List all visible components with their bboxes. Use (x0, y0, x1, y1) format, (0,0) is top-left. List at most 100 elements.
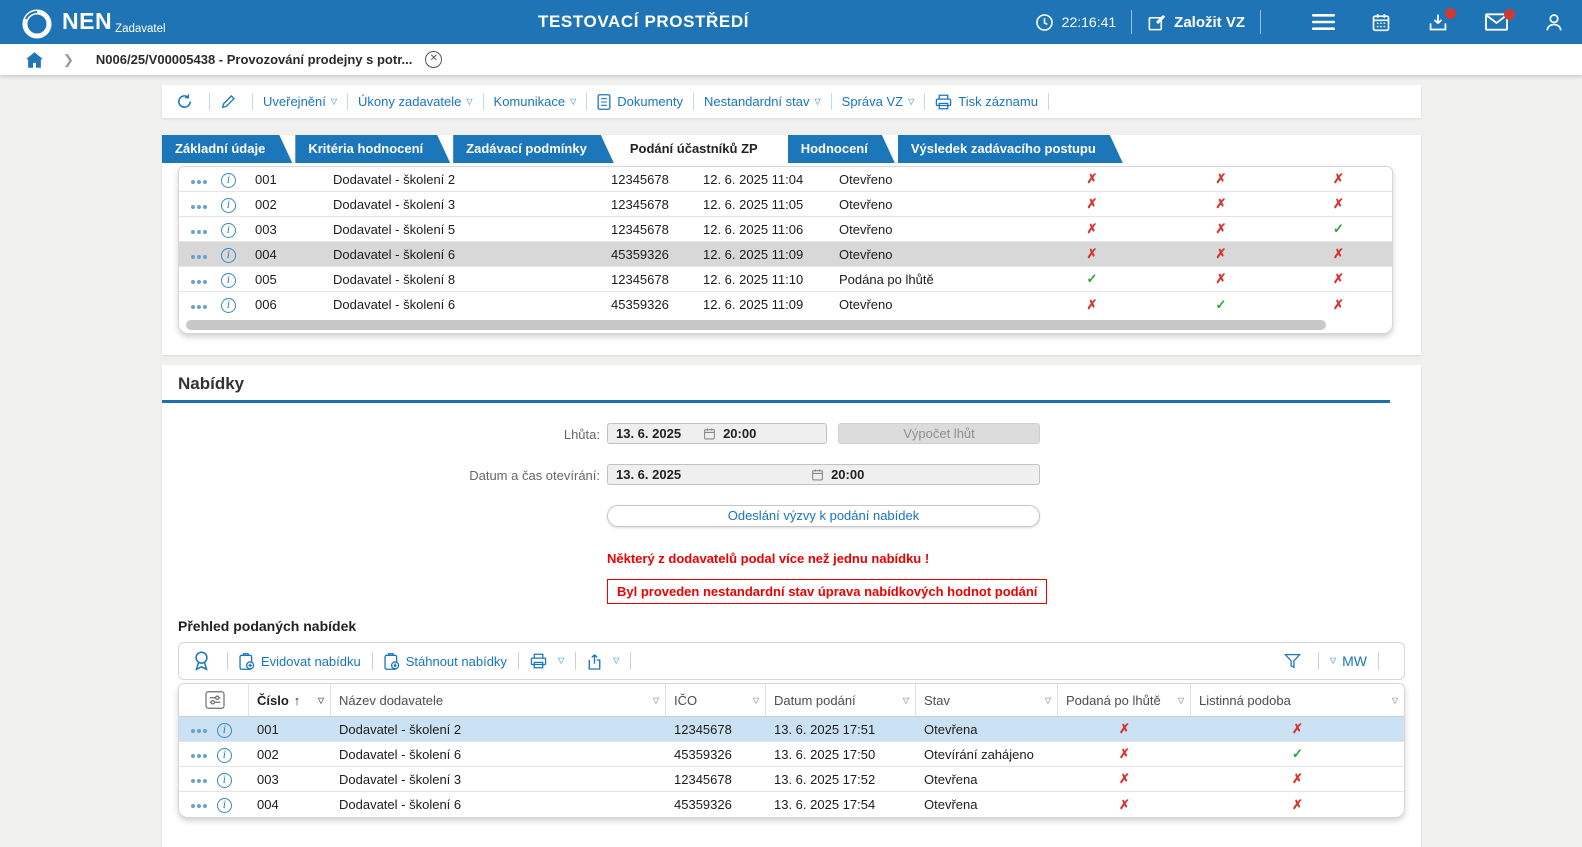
tab-kriteria-hodnoceni[interactable]: Kritéria hodnocení (295, 135, 450, 163)
close-icon[interactable]: ✕ (425, 51, 443, 68)
horizontal-scrollbar[interactable] (179, 317, 1392, 333)
award-button[interactable] (193, 651, 216, 671)
view-selector[interactable]: ▽ MW (1329, 653, 1367, 669)
breadcrumb-item[interactable]: N006/25/V00005438 - Provozování prodejny… (95, 52, 413, 67)
info-icon[interactable]: i (221, 298, 236, 313)
info-icon[interactable]: i (217, 722, 232, 738)
table-row[interactable]: i 001 Dodavatel - školení 2 12345678 13.… (179, 717, 1404, 742)
header-cislo[interactable]: Číslo ↑ ▽ (249, 684, 331, 716)
table-row[interactable]: i 006 Dodavatel - školení 6 45359326 12.… (179, 292, 1392, 317)
deadline-input[interactable]: 13. 6. 2025 20:00 (607, 423, 827, 444)
row-menu-icon[interactable] (191, 804, 209, 808)
flag-icon: ✗ (1086, 196, 1098, 211)
calendar-icon[interactable] (1371, 12, 1391, 32)
scrollbar-thumb[interactable] (186, 320, 1326, 330)
tab-zadavaci-podminky[interactable]: Zadávací podmínky (453, 135, 614, 163)
flag-icon: ✓ (1292, 746, 1303, 761)
info-icon[interactable]: i (221, 247, 236, 263)
header-datum-podani[interactable]: Datum podání ▽ (766, 684, 916, 716)
row-menu-icon[interactable] (191, 179, 209, 184)
calendar-small-icon[interactable] (811, 468, 824, 481)
print-record-button[interactable]: Tisk záznamu (935, 94, 1038, 110)
tab-vysledek[interactable]: Výsledek zadávacího postupu (898, 135, 1123, 163)
cell-ico: 45359326 (611, 297, 669, 312)
table-row[interactable]: i 004 Dodavatel - školení 6 45359326 12.… (179, 242, 1392, 267)
menu-publish[interactable]: Uveřejnění ▽ (263, 94, 338, 109)
print-offers-button[interactable]: ▽ (530, 653, 564, 669)
row-menu-icon[interactable] (191, 778, 209, 783)
cell-number: 001 (257, 721, 279, 737)
tab-hodnoceni[interactable]: Hodnocení (788, 135, 895, 163)
row-menu-icon[interactable] (191, 279, 209, 284)
filter-caret-icon[interactable]: ▽ (317, 695, 324, 705)
menu-documents[interactable]: Dokumenty (597, 93, 683, 110)
cell-number: 002 (255, 196, 277, 212)
filter-caret-icon[interactable]: ▽ (1177, 695, 1184, 705)
filter-caret-icon[interactable]: ▽ (1044, 695, 1051, 705)
create-vz-button[interactable]: Založit VZ (1147, 13, 1245, 32)
flag-icon: ✗ (1119, 746, 1130, 761)
filter-button[interactable] (1283, 653, 1307, 669)
user-profile-icon[interactable] (1544, 12, 1564, 33)
download-offers-button[interactable]: Stáhnout nabídky (384, 652, 507, 670)
tab-zakladni-udaje[interactable]: Základní údaje (162, 135, 292, 163)
table-row[interactable]: i 001 Dodavatel - školení 2 12345678 12.… (179, 167, 1392, 192)
filter-caret-icon[interactable]: ▽ (1391, 695, 1398, 705)
tab-podani-ucastniku[interactable]: Podání účastníků ZP (617, 135, 785, 163)
row-actions-cell: i (179, 721, 249, 738)
row-menu-icon[interactable] (191, 728, 209, 733)
inbox-download-icon[interactable] (1427, 7, 1456, 33)
cell-flag-3: ✗ (1285, 297, 1392, 313)
home-icon[interactable] (26, 51, 43, 68)
row-menu-icon[interactable] (191, 204, 209, 209)
edit-record-button[interactable] (220, 94, 242, 110)
nen-logo[interactable]: NEN Zadavatel (0, 3, 166, 41)
menu-nonstandard-state[interactable]: Nestandardní stav ▽ (703, 94, 821, 109)
calendar-small-icon[interactable] (703, 427, 716, 440)
register-offer-button[interactable]: Evidovat nabídku (239, 652, 361, 670)
row-menu-icon[interactable] (191, 305, 209, 309)
info-icon[interactable]: i (221, 222, 236, 238)
header-listinna-podoba[interactable]: Listinná podoba ▽ (1199, 692, 1398, 708)
menu-icon[interactable] (1312, 13, 1335, 31)
mail-icon[interactable] (1485, 9, 1515, 31)
table-row[interactable]: i 002 Dodavatel - školení 6 45359326 13.… (179, 742, 1404, 767)
menu-admin-vz[interactable]: Správa VZ ▽ (841, 94, 915, 109)
table-row[interactable]: i 003 Dodavatel - školení 3 12345678 13.… (179, 767, 1404, 792)
filter-caret-icon[interactable]: ▽ (652, 695, 659, 705)
table-row[interactable]: i 003 Dodavatel - školení 5 12345678 12.… (179, 217, 1392, 242)
table-row[interactable]: i 004 Dodavatel - školení 6 45359326 13.… (179, 792, 1404, 817)
table-row[interactable]: i 005 Dodavatel - školení 8 12345678 12.… (179, 267, 1392, 292)
submitted-offers-table: Číslo ↑ ▽ Název dodavatele ▽ IČO ▽ Datum pod… (178, 683, 1405, 818)
header-podana-po-lhute[interactable]: Podaná po lhůtě ▽ (1058, 684, 1191, 716)
row-menu-icon[interactable] (191, 229, 209, 234)
export-button[interactable]: ▽ (587, 653, 619, 670)
cell-status: Otevřena (924, 771, 978, 787)
menu-communication[interactable]: Komunikace ▽ (493, 94, 577, 109)
filter-caret-icon[interactable]: ▽ (752, 695, 759, 705)
flag-icon: ✗ (1215, 171, 1227, 186)
info-icon[interactable]: i (221, 197, 236, 213)
info-icon[interactable]: i (217, 747, 232, 763)
history-refresh-button[interactable] (176, 93, 199, 110)
info-icon[interactable]: i (221, 172, 236, 188)
row-menu-icon[interactable] (191, 753, 209, 758)
menu-contracting-actions[interactable]: Úkony zadavatele ▽ (358, 94, 473, 109)
table-row[interactable]: i 002 Dodavatel - školení 3 12345678 12.… (179, 192, 1392, 217)
cell-flag-2: ✓ (1157, 297, 1285, 313)
column-settings-icon[interactable] (204, 691, 225, 709)
info-icon[interactable]: i (217, 798, 232, 813)
send-call-button[interactable]: Odeslání výzvy k podání nabídek (607, 505, 1040, 527)
calc-deadlines-button[interactable]: Výpočet lhůt (838, 423, 1040, 444)
opening-input[interactable]: 13. 6. 2025 20:00 (607, 464, 1040, 485)
header-ico[interactable]: IČO ▽ (666, 684, 766, 716)
cell-flag-2: ✗ (1157, 271, 1285, 287)
divider (630, 652, 632, 670)
row-menu-icon[interactable] (191, 254, 209, 259)
filter-caret-icon[interactable]: ▽ (902, 695, 909, 705)
info-icon[interactable]: i (221, 272, 236, 288)
header-stav[interactable]: Stav ▽ (916, 684, 1058, 716)
header-nazev[interactable]: Název dodavatele ▽ (331, 684, 666, 716)
divider (1047, 93, 1049, 110)
info-icon[interactable]: i (217, 772, 232, 788)
